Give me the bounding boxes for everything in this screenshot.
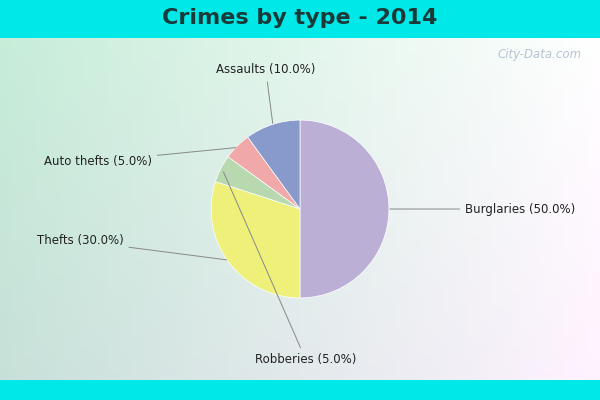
Text: Burglaries (50.0%): Burglaries (50.0%) — [390, 202, 575, 216]
Text: City-Data.com: City-Data.com — [498, 48, 582, 61]
Text: Crimes by type - 2014: Crimes by type - 2014 — [163, 8, 437, 28]
Wedge shape — [228, 137, 300, 209]
Wedge shape — [215, 157, 300, 209]
Text: Thefts (30.0%): Thefts (30.0%) — [37, 234, 227, 260]
Wedge shape — [211, 182, 300, 298]
Wedge shape — [248, 120, 300, 209]
Text: Assaults (10.0%): Assaults (10.0%) — [216, 64, 316, 123]
Wedge shape — [300, 120, 389, 298]
Text: Robberies (5.0%): Robberies (5.0%) — [223, 172, 356, 366]
Text: Auto thefts (5.0%): Auto thefts (5.0%) — [44, 148, 236, 168]
